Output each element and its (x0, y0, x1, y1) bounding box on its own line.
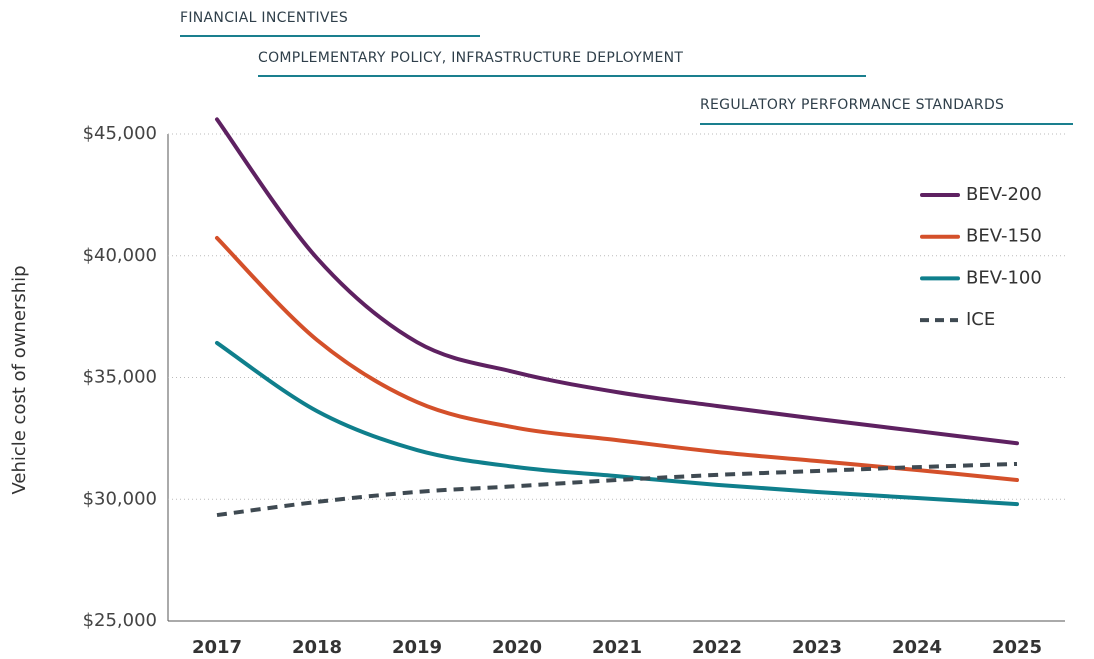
y-tick-label: $45,000 (83, 123, 157, 144)
x-tick-label: 2025 (992, 637, 1042, 658)
annotation: COMPLEMENTARY POLICY, INFRASTRUCTURE DEP… (258, 50, 683, 66)
x-tick-label: 2020 (492, 637, 542, 658)
x-tick-label: 2018 (292, 637, 342, 658)
legend-label: BEV-150 (966, 226, 1042, 247)
legend-label: ICE (966, 309, 995, 330)
y-tick-label: $30,000 (83, 488, 157, 509)
x-tick-label: 2017 (192, 637, 242, 658)
x-tick-label: 2023 (792, 637, 842, 658)
y-tick-label: $25,000 (83, 610, 157, 631)
legend-label: BEV-200 (966, 184, 1042, 205)
annotation: REGULATORY PERFORMANCE STANDARDS (700, 97, 1004, 113)
legend-label: BEV-100 (966, 267, 1042, 288)
series-line (215, 340, 1019, 507)
y-tick-label: $40,000 (83, 245, 157, 266)
series-line (215, 235, 1019, 483)
x-tick-label: 2019 (392, 637, 442, 658)
x-tick-label: 2022 (692, 637, 742, 658)
series-line (216, 461, 1018, 518)
x-tick-label: 2021 (592, 637, 642, 658)
y-tick-label: $35,000 (83, 367, 157, 388)
y-axis-label: Vehicle cost of ownership (9, 265, 30, 494)
annotation: FINANCIAL INCENTIVES (180, 10, 348, 26)
series-line (215, 117, 1019, 446)
x-tick-label: 2024 (892, 637, 942, 658)
